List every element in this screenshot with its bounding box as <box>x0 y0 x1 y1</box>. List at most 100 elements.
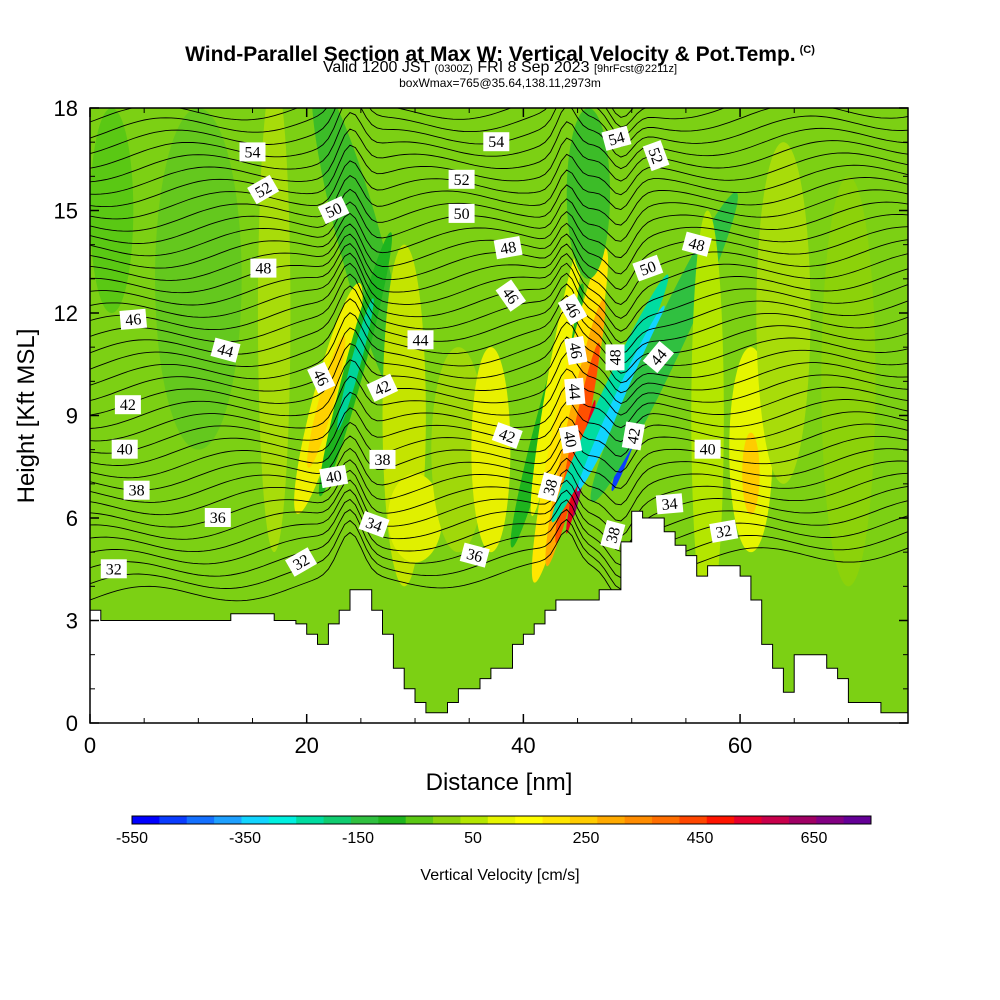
velocity-region <box>566 108 611 279</box>
colorbar-swatch <box>761 816 790 824</box>
colorbar-swatch <box>487 816 516 824</box>
x-axis-label: Distance [nm] <box>426 769 573 796</box>
contour-label-text: 38 <box>375 452 391 469</box>
contour-label: 46 <box>557 293 588 326</box>
colorbar-swatch <box>679 816 708 824</box>
y-tick-label: 18 <box>54 96 78 121</box>
theta-contour <box>90 498 908 566</box>
velocity-region <box>311 108 410 410</box>
contour-label-text: 38 <box>541 478 562 498</box>
theta-contour <box>90 435 908 503</box>
contour-label-text: 38 <box>129 483 145 500</box>
theta-contour <box>90 108 726 155</box>
colorbar-tick-label: -550 <box>116 830 148 847</box>
colorbar-swatch <box>350 816 379 824</box>
contour-label: 38 <box>369 449 396 469</box>
theta-contour <box>90 108 647 139</box>
contour-label-text: 40 <box>117 442 133 459</box>
theta-contour <box>90 108 908 183</box>
contour-label-text: 32 <box>715 522 734 542</box>
contour-label-text: 40 <box>700 442 716 459</box>
colorbar-swatch <box>323 816 352 824</box>
contour-label-text: 46 <box>565 341 585 360</box>
contour-label-text: 46 <box>125 311 142 329</box>
contour-label: 54 <box>483 132 510 152</box>
contour-label: 48 <box>681 231 712 257</box>
theta-contour <box>90 294 908 370</box>
contour-label-text: 48 <box>608 349 625 365</box>
contour-label: 54 <box>239 142 266 162</box>
contour-label-text: 52 <box>454 172 470 189</box>
contour-label: 32 <box>100 559 127 579</box>
y-tick-label: 9 <box>66 404 78 429</box>
theta-contour <box>90 137 908 208</box>
theta-contour <box>90 423 908 491</box>
colorbar-swatch <box>542 816 571 824</box>
x-tick-label: 20 <box>294 733 318 758</box>
theta-contour <box>90 448 908 516</box>
contour-label: 46 <box>495 279 527 312</box>
velocity-region <box>756 142 811 484</box>
contour-label-text: 40 <box>325 468 344 488</box>
colorbar-swatch <box>159 816 188 824</box>
theta-contour <box>90 177 908 244</box>
theta-contour <box>90 201 908 269</box>
theta-contour <box>90 485 908 553</box>
colorbar-tick-label: 250 <box>573 830 600 847</box>
contour-label: 44 <box>407 330 434 350</box>
theta-contour <box>90 472 908 540</box>
colorbar-swatch <box>378 816 407 824</box>
contour-label: 38 <box>600 519 626 550</box>
y-tick-label: 3 <box>66 609 78 634</box>
contour-label-text: 54 <box>245 144 261 161</box>
contour-label: 36 <box>459 542 490 568</box>
contour-label: 44 <box>642 341 675 374</box>
contour-label: 42 <box>491 422 523 449</box>
contour-label: 50 <box>632 254 664 282</box>
theta-contour <box>90 368 908 442</box>
contour-label: 38 <box>537 472 563 503</box>
contour-label: 34 <box>655 493 684 515</box>
contour-label: 54 <box>601 125 632 151</box>
contour-label: 34 <box>358 510 390 538</box>
contour-label-text: 34 <box>661 496 678 514</box>
contour-label: 40 <box>319 464 349 489</box>
contour-label-text: 32 <box>106 561 122 578</box>
box-info: boxWmax=765@35.64,138.11,2973m <box>399 76 601 90</box>
contour-label: 42 <box>621 421 646 451</box>
x-tick-label: 40 <box>511 733 535 758</box>
colorbar-swatch <box>843 816 872 824</box>
velocity-region <box>337 298 374 431</box>
colorbar-swatch <box>624 816 653 824</box>
contour-label-text: 40 <box>560 430 580 449</box>
contour-label-text: 36 <box>465 546 485 567</box>
colorbar-swatch <box>515 816 543 824</box>
theta-contour <box>90 352 908 429</box>
colorbar-swatch <box>214 816 242 824</box>
colorbar-swatch <box>706 816 735 824</box>
contour-label: 46 <box>119 308 148 330</box>
contour-label: 42 <box>114 395 141 415</box>
contour-label: 46 <box>307 361 336 394</box>
colorbar-swatch <box>268 816 297 824</box>
contour-label-text: 44 <box>565 383 583 400</box>
copyright-mark: (C) <box>799 44 815 56</box>
colorbar-swatch <box>597 816 626 824</box>
contour-label: 52 <box>642 140 670 172</box>
contour-label-text: 42 <box>625 427 645 446</box>
contour-label-text: 48 <box>255 261 271 278</box>
x-tick-label: 0 <box>84 733 96 758</box>
velocity-region <box>577 305 665 492</box>
contour-label: 40 <box>694 439 721 459</box>
contour-label-text: 44 <box>215 341 235 362</box>
contour-label: 52 <box>448 169 475 189</box>
contour-label: 42 <box>366 373 399 402</box>
contour-label-text: 50 <box>323 200 345 222</box>
colorbar-tick-label: 50 <box>464 830 482 847</box>
theta-contour <box>90 239 908 306</box>
contour-label: 32 <box>709 519 739 543</box>
colorbar-tick-label: -150 <box>342 830 374 847</box>
chart-title: Wind-Parallel Section at Max W: Vertical… <box>185 43 815 66</box>
contour-label: 44 <box>210 337 241 363</box>
